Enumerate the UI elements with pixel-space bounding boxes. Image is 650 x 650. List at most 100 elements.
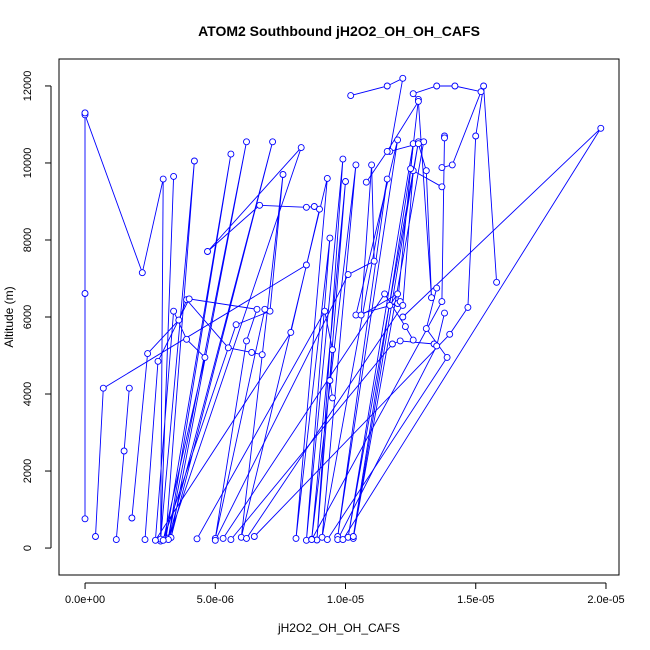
series-line-11 [246, 169, 443, 539]
data-point [170, 172, 178, 180]
data-point [422, 325, 430, 333]
data-point [204, 248, 211, 255]
y-axis: 0 2000 4000 6000 8000 10000 12000 [22, 71, 52, 551]
data-point [250, 533, 258, 540]
data-point [185, 295, 193, 303]
data-point [477, 88, 485, 96]
x-tick-label: 1.5e-05 [457, 594, 494, 606]
data-point [224, 344, 232, 352]
data-point [302, 261, 310, 269]
chart-title: ATOM2 Southbound jH2O2_OH_OH_CAFS [198, 23, 480, 39]
plot-series [84, 77, 602, 542]
data-point [409, 90, 417, 98]
x-tick-label: 2.0e-05 [587, 594, 624, 606]
data-point [329, 346, 336, 354]
data-point [428, 294, 435, 302]
series-line-6 [144, 298, 266, 540]
data-point [81, 109, 89, 117]
data-point [383, 175, 391, 183]
data-point [144, 350, 152, 358]
data-point [138, 269, 146, 277]
series-line-4 [115, 388, 130, 540]
data-point [308, 536, 316, 544]
y-axis-label: Altitude (m) [2, 286, 16, 347]
data-point [159, 175, 167, 183]
data-point [232, 321, 240, 329]
series-line-9 [222, 293, 414, 539]
y-tick-label: 10000 [22, 148, 34, 179]
data-point [480, 82, 488, 90]
data-point [321, 307, 329, 315]
data-point [243, 534, 250, 542]
series-line-7 [196, 309, 333, 540]
y-tick-label: 2000 [22, 459, 34, 483]
data-point [357, 311, 365, 319]
data-point [414, 140, 422, 148]
data-point [159, 536, 167, 544]
data-point [292, 534, 300, 542]
data-point [170, 307, 178, 315]
data-point [326, 377, 334, 384]
data-point [261, 305, 269, 313]
data-point [409, 336, 417, 344]
x-tick-label: 1.0e-05 [327, 594, 364, 606]
plot-frame [58, 58, 620, 576]
data-point [183, 335, 191, 343]
data-point [399, 301, 407, 309]
y-tick-label: 12000 [22, 71, 34, 102]
data-point [438, 298, 446, 306]
data-point [347, 92, 355, 100]
data-point [370, 257, 378, 265]
data-point [243, 337, 250, 345]
data-point [352, 161, 360, 169]
x-axis-label: jH2O2_OH_OH_CAFS [277, 621, 400, 635]
data-point [399, 74, 407, 82]
x-axis: 0.0e+00 5.0e-06 1.0e-05 1.5e-05 2.0e-05 [65, 582, 625, 606]
data-point [464, 303, 472, 311]
y-tick-label: 0 [22, 545, 34, 551]
data-point [128, 514, 136, 522]
data-point [99, 384, 107, 392]
data-point [329, 394, 336, 402]
data-point [175, 316, 183, 324]
data-point [219, 534, 227, 542]
data-point [388, 340, 396, 348]
data-point [342, 178, 349, 185]
data-point [81, 290, 89, 297]
data-point [438, 164, 446, 172]
data-point [441, 309, 448, 317]
data-point [383, 82, 391, 90]
data-point [451, 82, 459, 90]
x-tick-label: 0.0e+00 [65, 594, 105, 606]
data-point [394, 290, 402, 298]
data-point [349, 533, 357, 540]
data-point [190, 157, 198, 165]
data-point [302, 203, 310, 211]
data-point [125, 384, 133, 392]
data-point [297, 144, 305, 152]
data-point [407, 165, 415, 173]
data-point [326, 234, 334, 242]
data-point [493, 278, 501, 286]
data-point [381, 290, 389, 298]
data-point [81, 515, 89, 523]
data-point [386, 301, 394, 309]
data-point [269, 138, 277, 146]
data-point [211, 536, 219, 544]
data-point [256, 201, 264, 209]
series-line-16 [352, 85, 482, 537]
data-point [443, 353, 451, 361]
data-point [433, 82, 441, 90]
data-point [279, 171, 287, 178]
data-point [339, 155, 347, 163]
data-point [438, 183, 446, 191]
series-line-12 [253, 85, 498, 537]
data-point [433, 342, 441, 350]
y-tick-label: 6000 [22, 305, 34, 329]
data-point [141, 536, 149, 544]
data-point [287, 328, 295, 336]
data-point [399, 313, 407, 321]
y-tick-label: 8000 [22, 228, 34, 252]
data-point [344, 271, 352, 279]
data-point [323, 536, 331, 544]
